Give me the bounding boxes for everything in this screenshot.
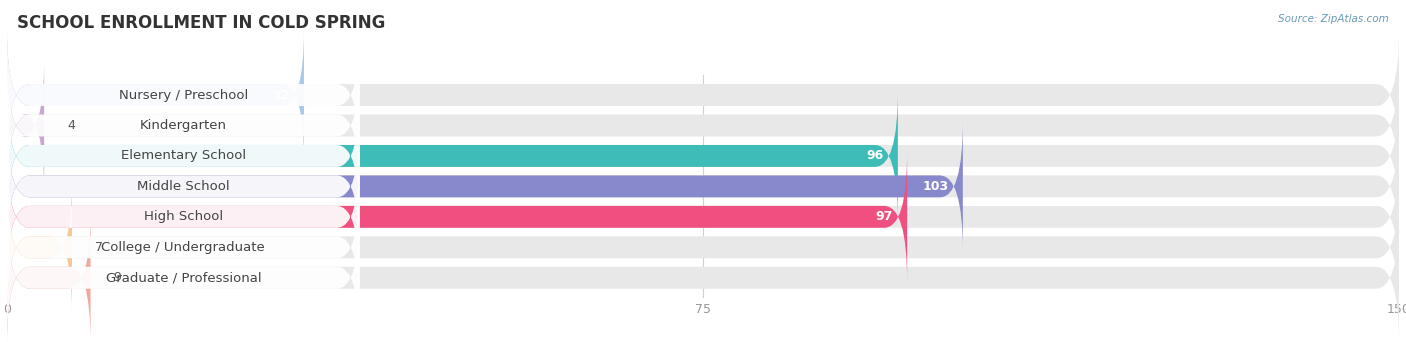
Text: College / Undergraduate: College / Undergraduate xyxy=(101,241,266,254)
FancyBboxPatch shape xyxy=(7,152,1399,282)
FancyBboxPatch shape xyxy=(7,213,1399,342)
FancyBboxPatch shape xyxy=(7,30,304,160)
FancyBboxPatch shape xyxy=(7,182,360,313)
Text: Middle School: Middle School xyxy=(136,180,229,193)
FancyBboxPatch shape xyxy=(7,121,1399,252)
Text: Kindergarten: Kindergarten xyxy=(139,119,226,132)
FancyBboxPatch shape xyxy=(7,213,90,342)
Text: 4: 4 xyxy=(67,119,76,132)
FancyBboxPatch shape xyxy=(7,60,1399,190)
Text: 96: 96 xyxy=(866,149,884,162)
FancyBboxPatch shape xyxy=(7,121,360,252)
FancyBboxPatch shape xyxy=(7,152,360,282)
FancyBboxPatch shape xyxy=(7,152,907,282)
FancyBboxPatch shape xyxy=(7,91,898,221)
Text: Elementary School: Elementary School xyxy=(121,149,246,162)
FancyBboxPatch shape xyxy=(7,30,360,160)
FancyBboxPatch shape xyxy=(7,30,1399,160)
Text: High School: High School xyxy=(143,210,224,223)
Text: Source: ZipAtlas.com: Source: ZipAtlas.com xyxy=(1278,14,1389,24)
Text: 7: 7 xyxy=(96,241,103,254)
Text: 9: 9 xyxy=(114,271,122,284)
Text: Nursery / Preschool: Nursery / Preschool xyxy=(118,89,247,102)
FancyBboxPatch shape xyxy=(7,60,360,190)
FancyBboxPatch shape xyxy=(7,91,1399,221)
Text: SCHOOL ENROLLMENT IN COLD SPRING: SCHOOL ENROLLMENT IN COLD SPRING xyxy=(17,14,385,32)
Text: 103: 103 xyxy=(922,180,949,193)
FancyBboxPatch shape xyxy=(7,60,44,190)
Text: Graduate / Professional: Graduate / Professional xyxy=(105,271,262,284)
Text: 97: 97 xyxy=(876,210,893,223)
FancyBboxPatch shape xyxy=(7,213,360,342)
FancyBboxPatch shape xyxy=(7,121,963,252)
Text: 32: 32 xyxy=(273,89,290,102)
FancyBboxPatch shape xyxy=(7,182,1399,313)
FancyBboxPatch shape xyxy=(7,91,360,221)
FancyBboxPatch shape xyxy=(7,182,72,313)
